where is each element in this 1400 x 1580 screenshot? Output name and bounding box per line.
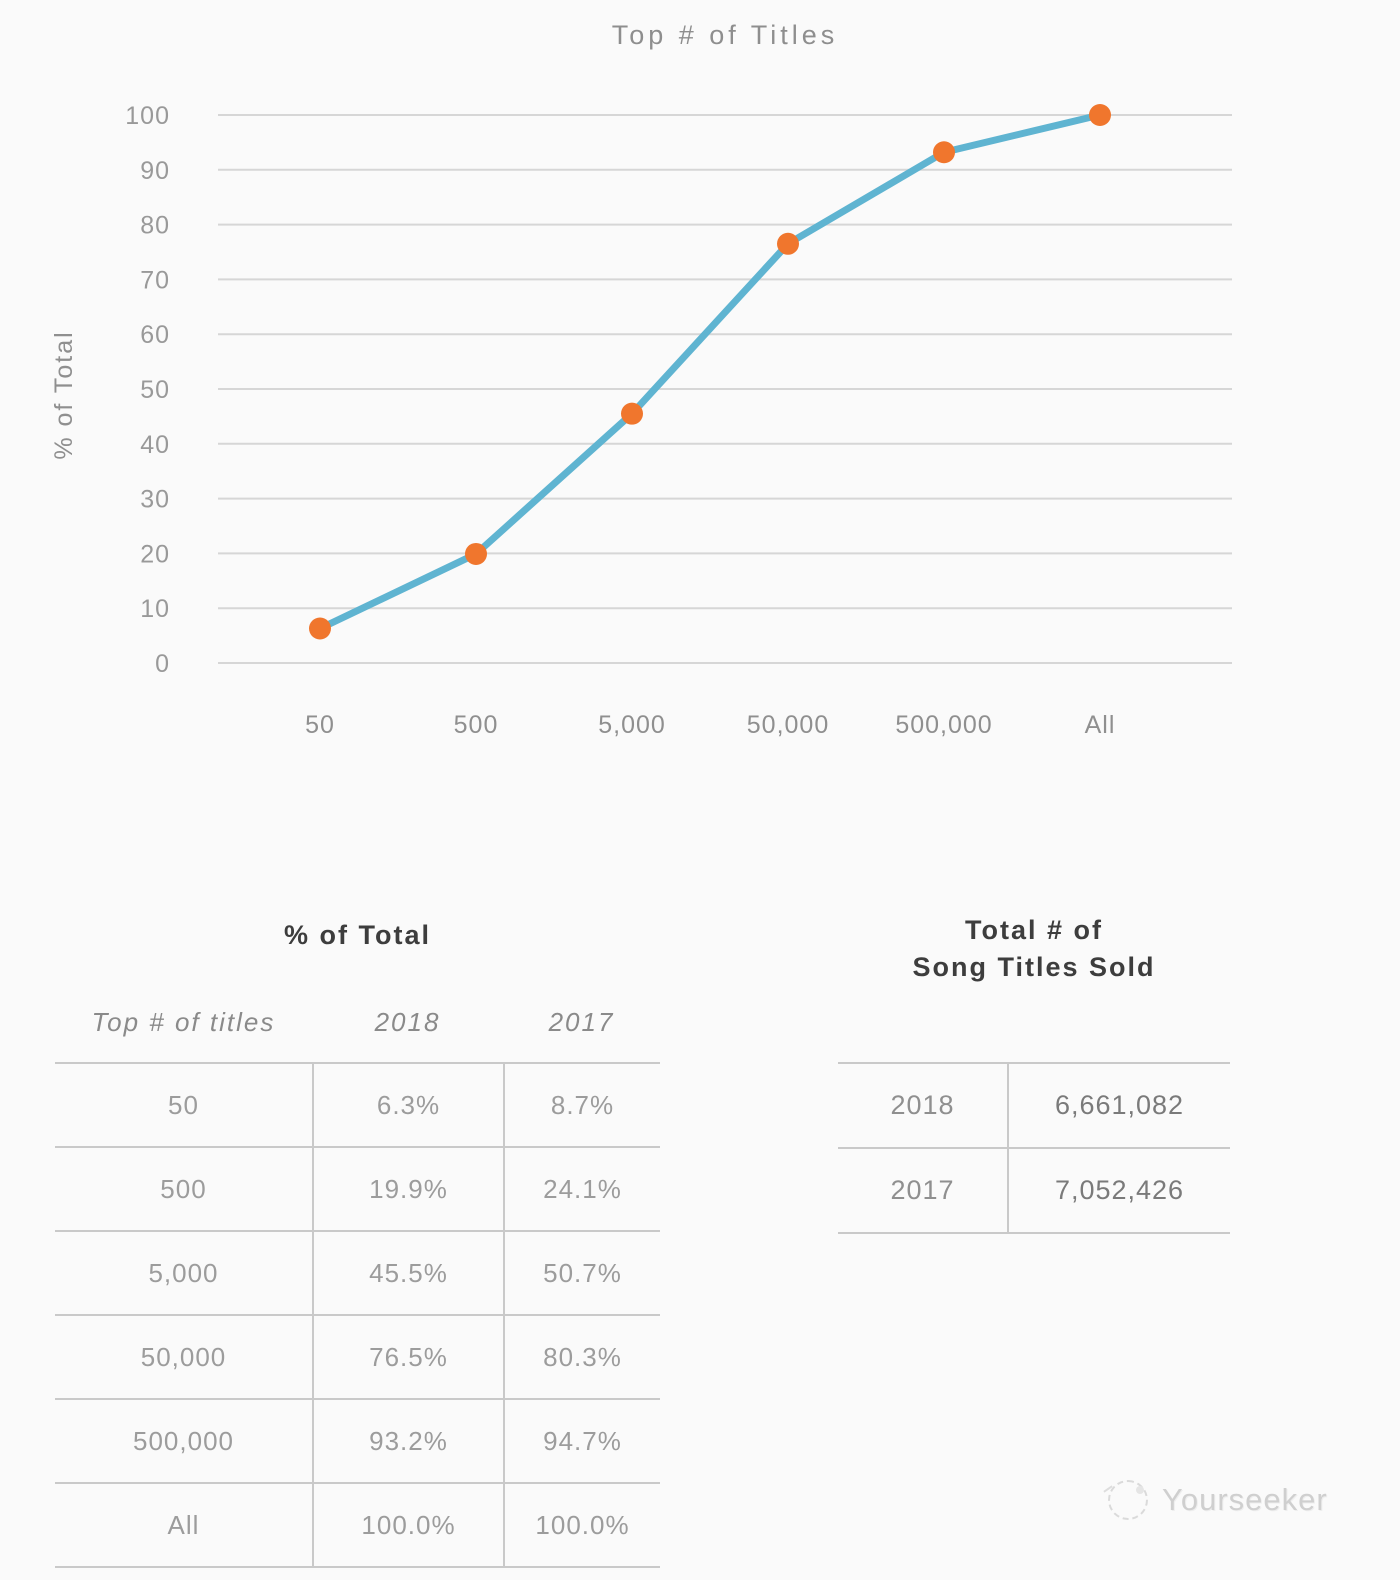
column-header-top-titles: Top # of titles [91, 1007, 276, 1037]
svg-text:5,000: 5,000 [598, 711, 666, 739]
table-cell: 94.7% [503, 1400, 660, 1482]
table-cell: 50 [168, 1089, 199, 1120]
svg-text:90: 90 [140, 157, 170, 185]
table-row: 50 6.3% 8.7% [55, 1064, 660, 1148]
table-row: All 100.0% 100.0% [55, 1484, 660, 1568]
data-point [933, 141, 955, 164]
table-cell: 45.5% [312, 1232, 503, 1314]
svg-text:10: 10 [140, 595, 170, 623]
svg-text:50: 50 [305, 711, 335, 739]
totals-table: 2018 6,661,082 2017 7,052,426 [838, 1062, 1230, 1234]
table-cell: 76.5% [312, 1316, 503, 1398]
totals-title-line1: Total # of [965, 915, 1103, 945]
svg-text:20: 20 [140, 540, 170, 568]
table-cell: 2017 [890, 1175, 955, 1205]
table-row: 2017 7,052,426 [838, 1149, 1230, 1234]
table-cell: 50,000 [140, 1341, 227, 1372]
table-cell: 8.7% [503, 1064, 660, 1146]
svg-text:50,000: 50,000 [747, 711, 829, 739]
table-cell: 93.2% [312, 1400, 503, 1482]
table-cell: 2018 [890, 1090, 955, 1120]
table-row: 5,000 45.5% 50.7% [55, 1232, 660, 1316]
data-point [621, 402, 643, 425]
percent-table-header-row: Top # of titles 2018 2017 [55, 995, 660, 1050]
table-cell: 6,661,082 [1007, 1064, 1230, 1147]
table-row: 2018 6,661,082 [838, 1064, 1230, 1149]
column-header-2018: 2018 [374, 1007, 441, 1037]
svg-text:60: 60 [140, 321, 170, 349]
chart-title: Top # of Titles [611, 20, 839, 50]
data-point [1089, 104, 1111, 126]
table-cell: 24.1% [503, 1148, 660, 1230]
table-cell: 6.3% [312, 1064, 503, 1146]
data-point [309, 617, 331, 640]
svg-text:500: 500 [454, 711, 499, 739]
table-cell: All [167, 1509, 200, 1540]
data-point [465, 542, 487, 565]
table-cell: 500 [160, 1173, 207, 1204]
svg-text:500,000: 500,000 [895, 711, 992, 739]
data-point [777, 232, 799, 255]
svg-text:70: 70 [140, 266, 170, 294]
totals-title-line2: Song Titles Sold [912, 952, 1156, 982]
svg-text:100: 100 [125, 102, 170, 130]
data-point-markers [309, 104, 1111, 640]
table-cell: 100.0% [312, 1484, 503, 1566]
svg-text:0: 0 [155, 650, 170, 678]
totals-table-title: Total # of Song Titles Sold [838, 912, 1230, 986]
table-cell: 50.7% [503, 1232, 660, 1314]
watermark: Yourseeker [1108, 1480, 1328, 1520]
svg-text:30: 30 [140, 486, 170, 514]
table-row: 500 19.9% 24.1% [55, 1148, 660, 1232]
x-tick-labels: 50 500 5,000 50,000 500,000 All [305, 711, 1116, 739]
column-header-2017: 2017 [548, 1007, 615, 1037]
gridlines [218, 114, 1232, 664]
svg-text:All: All [1085, 711, 1116, 739]
percent-table: 50 6.3% 8.7% 500 19.9% 24.1% 5,000 45.5% 50.7% 50… [55, 1062, 660, 1568]
yourseeker-logo-icon [1108, 1480, 1148, 1520]
y-tick-labels: 0 10 20 30 40 50 60 70 80 90 100 [125, 102, 170, 678]
table-cell: 80.3% [503, 1316, 660, 1398]
table-row: 50,000 76.5% 80.3% [55, 1316, 660, 1400]
watermark-label: Yourseeker [1162, 1482, 1328, 1517]
svg-text:40: 40 [140, 431, 170, 459]
table-cell: 100.0% [503, 1484, 660, 1566]
svg-text:80: 80 [140, 212, 170, 240]
table-cell: 7,052,426 [1007, 1149, 1230, 1232]
table-cell: 500,000 [133, 1425, 234, 1456]
svg-text:50: 50 [140, 376, 170, 404]
percent-table-title: % of Total [284, 920, 431, 950]
table-row: 500,000 93.2% 94.7% [55, 1400, 660, 1484]
table-cell: 5,000 [148, 1257, 219, 1288]
table-cell: 19.9% [312, 1148, 503, 1230]
y-axis-label: % of Total [50, 330, 78, 459]
series-line-2018 [316, 111, 1104, 632]
